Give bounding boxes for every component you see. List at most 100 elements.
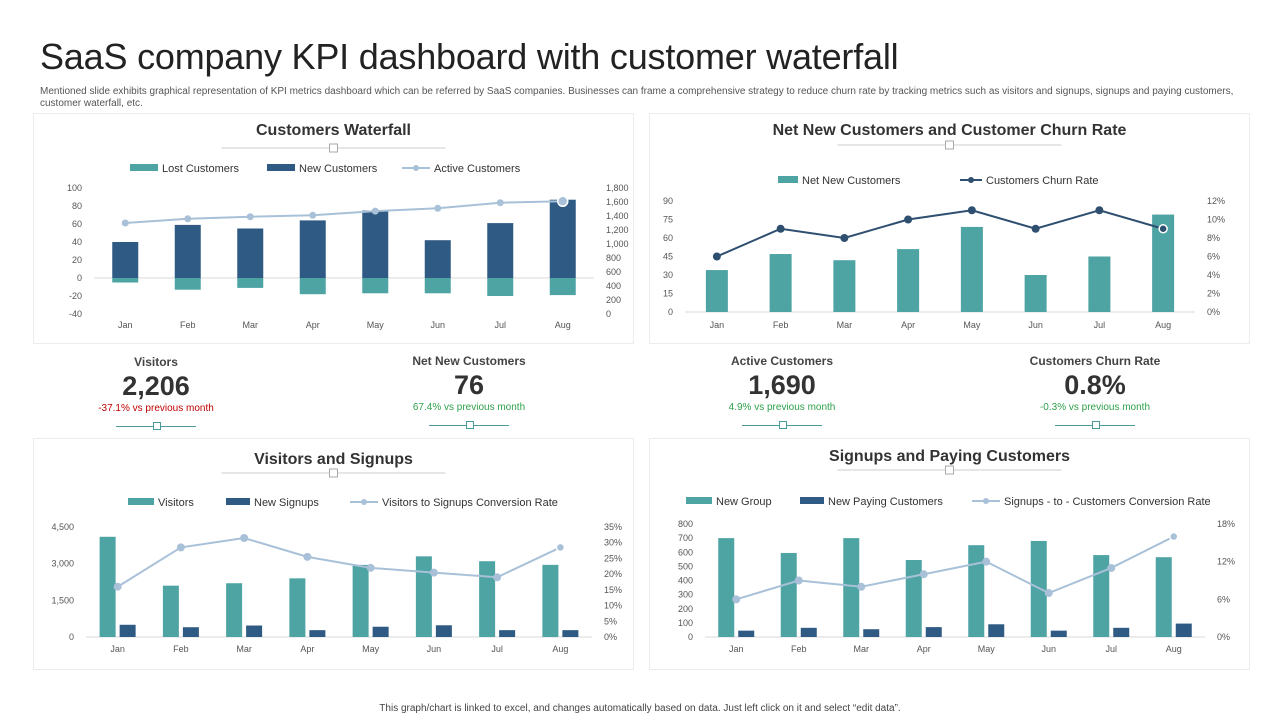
bar bbox=[1155, 557, 1172, 637]
y-tick-label: 0 bbox=[668, 307, 673, 317]
y-tick-label: 60 bbox=[72, 219, 82, 229]
line-point bbox=[434, 204, 442, 212]
y-tick-label: 0 bbox=[69, 632, 74, 642]
line-point bbox=[1044, 589, 1053, 598]
title-handle-icon bbox=[329, 143, 338, 153]
legend-label: Customers Churn Rate bbox=[986, 175, 1099, 187]
bar bbox=[362, 278, 389, 294]
bar bbox=[299, 278, 326, 295]
kpi-label: Net New Customers bbox=[412, 354, 526, 368]
line-point bbox=[366, 563, 375, 572]
x-tick-label: Apr bbox=[901, 320, 915, 330]
visitors-panel[interactable]: Visitors and Signups Visitors New Signups V… bbox=[33, 438, 634, 670]
bar bbox=[863, 629, 880, 637]
series-line bbox=[716, 209, 1164, 258]
line-point bbox=[776, 224, 785, 233]
chart-title: Visitors and Signups bbox=[254, 451, 413, 468]
y-tick-label: 4,500 bbox=[51, 522, 74, 532]
legend-swatch bbox=[130, 164, 158, 171]
kpi-churn-rate: Customers Churn Rate 0.8% -0.3% vs previ… bbox=[995, 354, 1195, 429]
bar bbox=[1088, 256, 1111, 312]
bar bbox=[112, 242, 139, 278]
line-point bbox=[176, 543, 185, 552]
y2-tick-label: 10% bbox=[1207, 215, 1225, 225]
kpi-value: 0.8% bbox=[1064, 370, 1126, 400]
bar bbox=[960, 226, 983, 312]
y2-tick-label: 8% bbox=[1207, 233, 1220, 243]
footer-note: This graph/chart is linked to excel, and… bbox=[379, 703, 901, 714]
bar bbox=[1050, 630, 1067, 637]
line-point bbox=[113, 582, 122, 591]
x-tick-label: Jul bbox=[494, 320, 506, 330]
kpi-delta: -37.1% vs previous month bbox=[98, 403, 214, 414]
bar bbox=[415, 556, 432, 637]
line-point bbox=[794, 576, 803, 585]
kpi-value: 1,690 bbox=[748, 370, 816, 400]
bar bbox=[182, 627, 199, 637]
page-title: SaaS company KPI dashboard with customer… bbox=[40, 36, 899, 77]
bar bbox=[289, 578, 306, 637]
bar bbox=[800, 627, 817, 637]
y2-tick-label: 1,000 bbox=[606, 239, 629, 249]
y-tick-label: 1,500 bbox=[51, 595, 74, 605]
x-tick-label: Aug bbox=[552, 644, 568, 654]
y2-tick-label: 600 bbox=[606, 267, 621, 277]
y-tick-label: -20 bbox=[69, 291, 82, 301]
bar bbox=[542, 564, 559, 637]
y-tick-label: 100 bbox=[67, 183, 82, 193]
y2-tick-label: 1,800 bbox=[606, 183, 629, 193]
series-line bbox=[735, 535, 1175, 601]
line-point bbox=[1031, 224, 1040, 233]
line-point bbox=[303, 552, 312, 561]
line-point bbox=[121, 219, 129, 227]
legend-label: New Signups bbox=[254, 497, 319, 509]
line-point bbox=[982, 557, 991, 566]
chart-title: Customers Waterfall bbox=[256, 122, 411, 139]
legend-swatch bbox=[267, 164, 295, 171]
bar bbox=[119, 624, 136, 637]
page-subtitle: Mentioned slide exhibits graphical repre… bbox=[40, 86, 1234, 109]
bar bbox=[226, 583, 243, 637]
churn-panel[interactable]: Net New Customers and Customer Churn Rat… bbox=[649, 113, 1250, 344]
legend-swatch bbox=[800, 497, 824, 504]
bar bbox=[309, 630, 326, 637]
paying-panel[interactable]: Signups and Paying Customers New Group New… bbox=[649, 438, 1250, 670]
x-tick-label: Aug bbox=[1155, 320, 1171, 330]
kpi-delta: 67.4% vs previous month bbox=[412, 402, 526, 413]
line-point bbox=[712, 252, 721, 261]
legend-label: Lost Customers bbox=[162, 163, 240, 175]
bar bbox=[925, 627, 942, 637]
line-point bbox=[246, 213, 254, 221]
legend-label: Visitors to Signups Conversion Rate bbox=[382, 497, 558, 509]
bar bbox=[769, 254, 792, 312]
bar bbox=[424, 240, 451, 278]
y-tick-label: 20 bbox=[72, 255, 82, 265]
y2-tick-label: 0% bbox=[1207, 307, 1220, 317]
legend-label: Signups - to - Customers Conversion Rate bbox=[1004, 496, 1211, 508]
y2-tick-label: 0 bbox=[606, 309, 611, 319]
bar bbox=[372, 626, 389, 637]
bar bbox=[435, 625, 452, 637]
kpi-label: Customers Churn Rate bbox=[1029, 354, 1161, 368]
title-handle-icon bbox=[945, 465, 954, 475]
x-tick-label: Mar bbox=[236, 644, 252, 654]
bar bbox=[487, 278, 514, 296]
y2-tick-label: 1,400 bbox=[606, 211, 629, 221]
x-tick-label: Apr bbox=[306, 320, 320, 330]
bar bbox=[237, 228, 264, 278]
line-point bbox=[967, 206, 976, 215]
kpi-value: 2,206 bbox=[122, 371, 190, 401]
bar bbox=[1093, 555, 1110, 637]
y2-tick-label: 15% bbox=[604, 585, 622, 595]
legend-label: New Paying Customers bbox=[828, 496, 943, 508]
y-tick-label: 15 bbox=[663, 289, 673, 299]
x-tick-label: Jan bbox=[118, 320, 133, 330]
line-point bbox=[732, 595, 741, 604]
bar bbox=[352, 564, 369, 637]
kpi-net-new-customers: Net New Customers 76 67.4% vs previous m… bbox=[369, 354, 569, 429]
waterfall-panel[interactable]: Customers Waterfall Lost Customers New Cus… bbox=[33, 113, 634, 344]
x-tick-label: Jul bbox=[491, 644, 503, 654]
y2-tick-label: 0% bbox=[1217, 632, 1230, 642]
line-point bbox=[240, 534, 249, 542]
line-point bbox=[184, 215, 192, 223]
